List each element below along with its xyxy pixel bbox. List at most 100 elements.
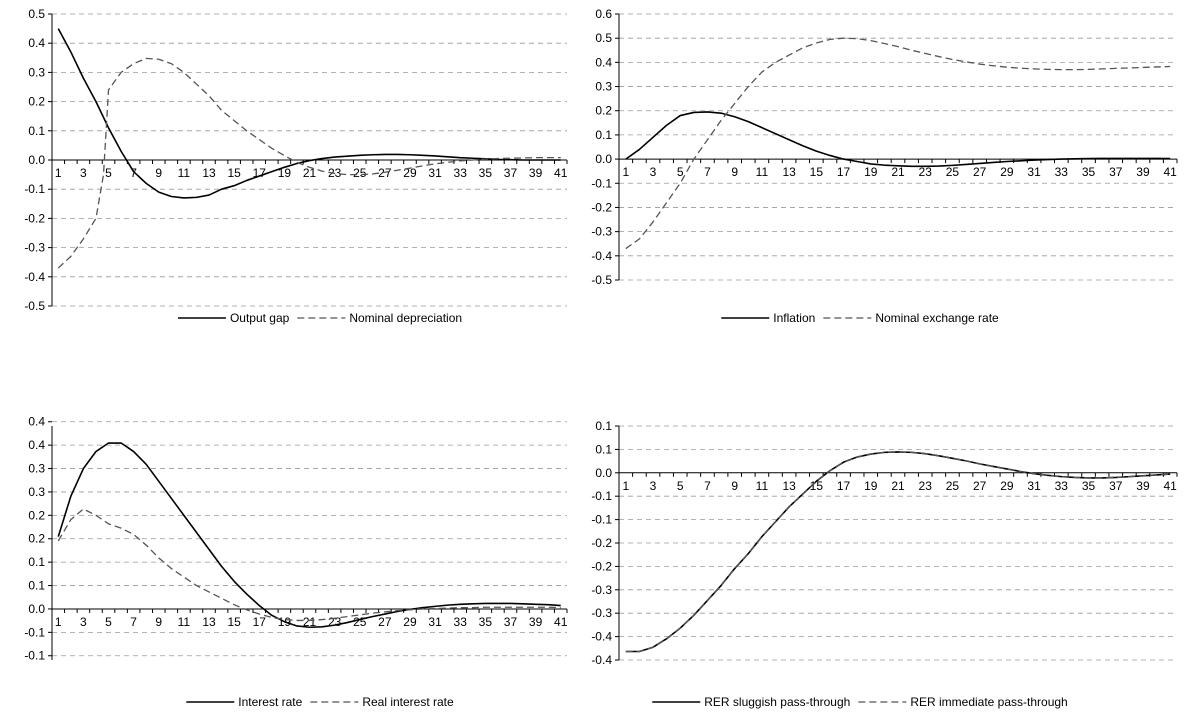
x-tick-label: 5 [677, 479, 684, 493]
y-tick-label: -0.2 [24, 211, 45, 225]
x-tick-label: 1 [622, 479, 629, 493]
x-tick-label: 21 [891, 165, 905, 179]
x-tick-label: 35 [479, 615, 493, 629]
x-tick-label: 29 [403, 615, 417, 629]
x-tick-label: 9 [155, 615, 162, 629]
legend-label: Inflation [773, 311, 815, 325]
y-tick-label: 0.1 [28, 555, 45, 569]
x-tick-label: 31 [428, 166, 442, 180]
y-tick-label: -0.5 [591, 273, 612, 287]
chart-panel-3: -0.1-0.10.00.10.10.20.20.30.30.40.41 3 5 7 9… [24, 415, 567, 709]
y-tick-label: 0.3 [28, 65, 45, 79]
legend-label: Real interest rate [362, 695, 454, 709]
y-tick-label: 0.1 [595, 128, 612, 142]
y-tick-label: 0.0 [595, 152, 612, 166]
x-tick-label: 23 [328, 615, 342, 629]
x-tick-label: 21 [303, 166, 317, 180]
x-tick-label: 3 [650, 165, 657, 179]
y-tick-label: 0.3 [595, 80, 612, 94]
x-tick-label: 9 [731, 165, 738, 179]
y-tick-label: 0.1 [28, 579, 45, 593]
x-tick-label: 39 [1136, 165, 1150, 179]
x-tick-label: 23 [919, 479, 933, 493]
y-tick-label: 0.5 [595, 31, 612, 45]
x-tick-label: 17 [253, 615, 267, 629]
x-tick-label: 1 [622, 165, 629, 179]
x-tick-label: 19 [864, 165, 878, 179]
x-tick-label: 15 [227, 166, 241, 180]
y-tick-label: 0.6 [595, 7, 612, 21]
y-tick-label: 0.2 [28, 508, 45, 522]
y-tick-label: -0.1 [591, 176, 612, 190]
x-tick-label: 37 [1109, 165, 1123, 179]
legend-label: RER sluggish pass-through [704, 695, 850, 709]
x-tick-label: 25 [353, 166, 367, 180]
x-tick-label: 15 [810, 479, 824, 493]
x-tick-label: 27 [378, 166, 392, 180]
x-tick-label: 31 [1027, 165, 1041, 179]
x-tick-label: 27 [973, 165, 987, 179]
y-tick-label: -0.3 [591, 225, 612, 239]
legend-label: Output gap [230, 311, 290, 325]
x-tick-label: 1 [55, 166, 62, 180]
x-tick-label: 29 [403, 166, 417, 180]
y-tick-label: -0.4 [591, 630, 612, 644]
x-tick-label: 35 [1082, 165, 1096, 179]
series-line-1 [57, 442, 561, 629]
y-tick-label: -0.5 [24, 299, 45, 313]
y-tick-label: 0.4 [28, 438, 45, 452]
x-tick-label: 41 [1164, 479, 1178, 493]
x-tick-label: 13 [782, 479, 796, 493]
x-tick-label: 15 [227, 615, 241, 629]
x-tick-label: 33 [1055, 165, 1069, 179]
series-line-1 [57, 28, 561, 199]
y-tick-label: -0.3 [591, 606, 612, 620]
x-tick-label: 31 [1027, 479, 1041, 493]
x-tick-label: 33 [454, 166, 468, 180]
legend-label: Nominal depreciation [349, 311, 462, 325]
x-tick-label: 21 [891, 479, 905, 493]
x-tick-label: 39 [1136, 479, 1150, 493]
x-tick-label: 9 [731, 479, 738, 493]
legend: Output gap Nominal depreciation [177, 311, 462, 325]
x-tick-label: 33 [1055, 479, 1069, 493]
x-tick-label: 27 [973, 479, 987, 493]
x-tick-label: 29 [1000, 479, 1014, 493]
y-tick-label: 0.5 [28, 7, 45, 21]
y-tick-label: -0.3 [591, 583, 612, 597]
y-tick-label: 0.3 [28, 462, 45, 476]
x-tick-label: 17 [837, 479, 851, 493]
x-tick-label: 37 [504, 615, 518, 629]
y-tick-label: -0.2 [591, 559, 612, 573]
y-tick-label: -0.4 [24, 270, 45, 284]
legend-label: Interest rate [238, 695, 302, 709]
x-tick-label: 5 [105, 615, 112, 629]
legend: RER sluggish pass-through RER immediate p… [652, 695, 1068, 709]
x-tick-label: 19 [864, 479, 878, 493]
y-tick-label: 0.4 [595, 55, 612, 69]
x-tick-label: 15 [810, 165, 824, 179]
y-tick-label: 0.4 [28, 415, 45, 429]
legend-label: Nominal exchange rate [875, 311, 999, 325]
x-tick-label: 31 [428, 615, 442, 629]
y-tick-label: 0.1 [595, 442, 612, 456]
y-tick-label: -0.1 [591, 489, 612, 503]
series-line-2 [57, 57, 561, 269]
y-tick-label: 0.0 [28, 602, 45, 616]
y-tick-label: 0.0 [28, 153, 45, 167]
x-tick-label: 11 [756, 479, 769, 493]
y-tick-label: 0.1 [28, 124, 45, 138]
y-tick-label: 0.1 [595, 419, 612, 433]
legend: Interest rate Real interest rate [186, 695, 454, 709]
x-tick-label: 27 [378, 615, 392, 629]
x-tick-label: 39 [529, 166, 543, 180]
y-tick-label: 0.3 [28, 485, 45, 499]
x-tick-label: 9 [155, 166, 162, 180]
y-tick-label: -0.1 [591, 513, 612, 527]
x-tick-label: 35 [479, 166, 493, 180]
series-line-2 [57, 508, 561, 622]
x-tick-label: 3 [80, 615, 87, 629]
y-tick-label: 0.2 [28, 95, 45, 109]
x-tick-label: 29 [1000, 165, 1014, 179]
